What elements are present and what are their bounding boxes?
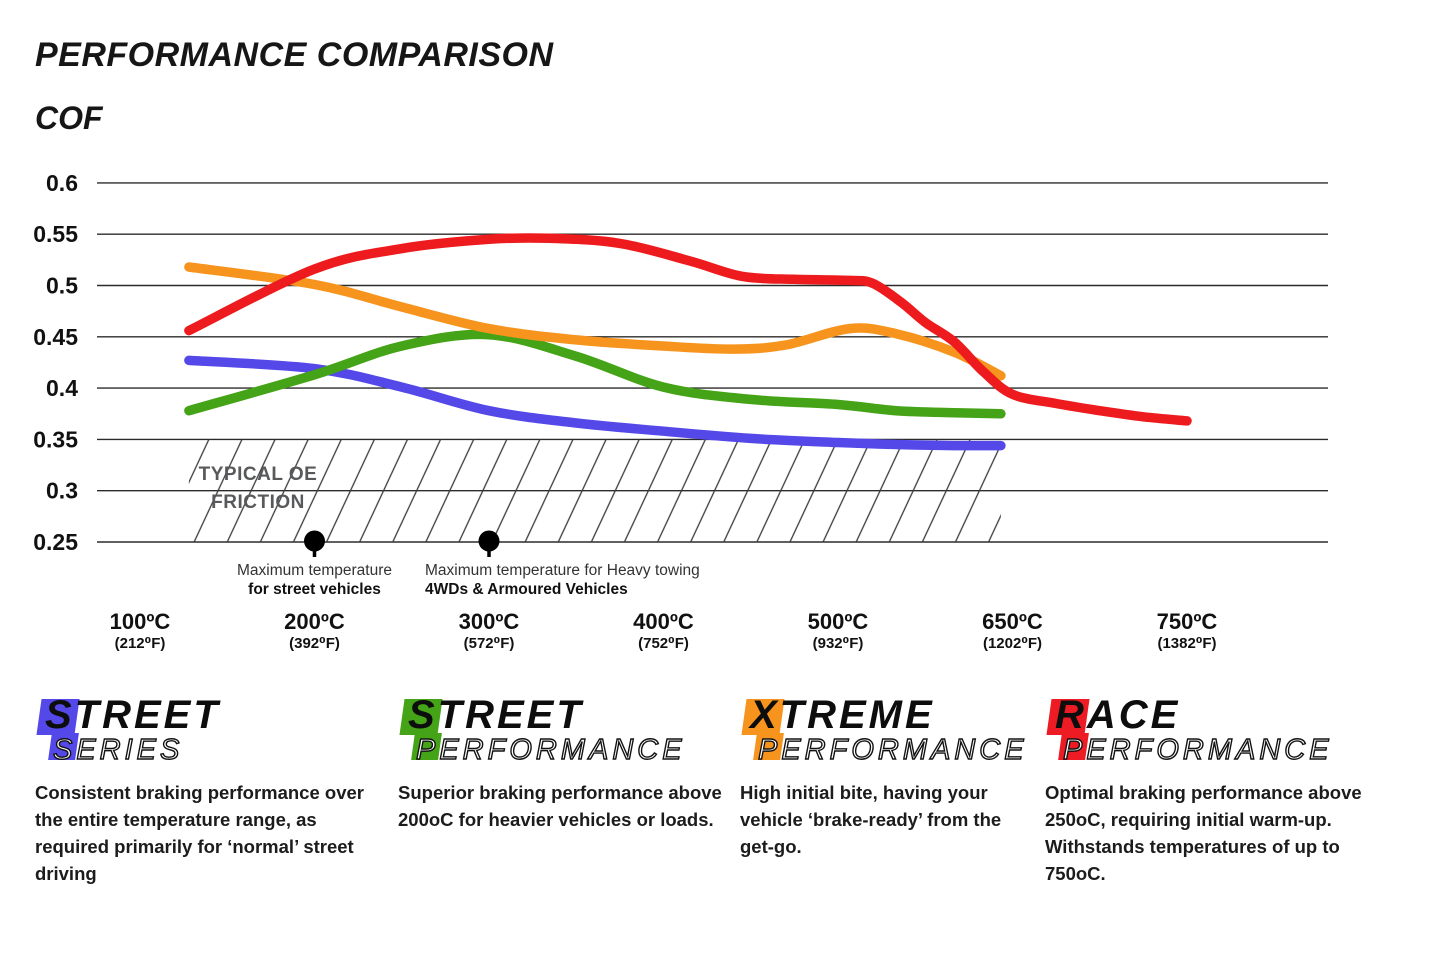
y-tick-label: 0.4	[46, 375, 78, 401]
oe-friction-zone: TYPICAL OE FRICTION	[188, 439, 1001, 542]
legend-street-series: STREET SERIES Consistent braking perform…	[35, 693, 370, 887]
x-tick-celsius: 400ºC	[633, 609, 694, 634]
series-street-performance	[184, 329, 1006, 419]
logo-word1: RACE	[1055, 693, 1181, 737]
series-street-series	[184, 355, 1006, 451]
x-tick-celsius: 200ºC	[284, 609, 345, 634]
logo-word2: PERFORMANCE	[415, 733, 686, 766]
y-tick-label: 0.3	[46, 478, 78, 504]
y-tick-label: 0.35	[33, 426, 78, 452]
y-axis-title: COF	[35, 100, 103, 136]
x-tick-fahrenheit: (572⁰F)	[464, 635, 515, 652]
x-tick-celsius: 750ºC	[1157, 609, 1218, 634]
street-series-logo: STREET SERIES	[35, 693, 370, 767]
x-tick-fahrenheit: (1202⁰F)	[983, 635, 1042, 652]
marker-label: 4WDs & Armoured Vehicles	[425, 581, 628, 598]
x-tick-fahrenheit: (932⁰F)	[813, 635, 864, 652]
marker-label: Maximum temperature for Heavy towing	[425, 562, 700, 579]
marker-layer: Maximum temperature for street vehicles Ma…	[237, 530, 700, 598]
page-title: PERFORMANCE COMPARISON	[35, 36, 554, 74]
xtreme-performance-logo: XTREME PERFORMANCE	[740, 693, 1028, 767]
x-axis-layer: 100ºC(212⁰F) 200ºC(392⁰F) 300ºC(572⁰F) 400º…	[110, 609, 1218, 652]
race-performance-logo: RACE PERFORMANCE	[1045, 693, 1380, 767]
series-race-performance	[184, 233, 1192, 426]
marker-dot-icon	[478, 530, 500, 552]
logo-word2: PERFORMANCE	[757, 733, 1028, 766]
marker-dot-icon	[304, 530, 325, 552]
logo-word2: SERIES	[52, 733, 184, 766]
legend-description: Consistent braking performance over the …	[35, 782, 364, 884]
oe-friction-label: FRICTION	[211, 492, 305, 513]
oe-friction-hatch	[188, 439, 1001, 542]
x-tick-fahrenheit: (212⁰F)	[115, 635, 166, 652]
x-tick-celsius: 500ºC	[808, 609, 869, 634]
legend-row: STREET SERIES Consistent braking perform…	[0, 693, 1445, 957]
legend-description: High initial bite, having your vehicle ‘…	[740, 782, 1002, 857]
legend-street-performance: STREET PERFORMANCE Superior braking perf…	[398, 693, 748, 833]
x-tick-fahrenheit: (392⁰F)	[289, 635, 340, 652]
oe-friction-label: TYPICAL OE	[199, 464, 318, 485]
legend-description: Optimal braking performance above 250oC,…	[1045, 782, 1362, 884]
legend-race-performance: RACE PERFORMANCE Optimal braking perform…	[1045, 693, 1380, 887]
x-tick-celsius: 100ºC	[110, 609, 171, 634]
y-tick-label: 0.45	[33, 324, 78, 350]
legend-description: Superior braking performance above 200oC…	[398, 782, 722, 830]
logo-word1: STREET	[408, 693, 584, 737]
y-tick-label: 0.55	[33, 221, 78, 247]
x-tick-fahrenheit: (1382⁰F)	[1157, 635, 1216, 652]
y-tick-label: 0.6	[46, 170, 78, 196]
series-xtreme-performance	[184, 262, 1006, 381]
legend-xtreme-performance: XTREME PERFORMANCE High initial bite, ha…	[740, 693, 1028, 860]
x-tick-celsius: 300ºC	[459, 609, 520, 634]
logo-word1: STREET	[45, 693, 221, 737]
street-performance-logo: STREET PERFORMANCE	[398, 693, 748, 767]
x-tick-celsius: 650ºC	[982, 609, 1043, 634]
logo-word2: PERFORMANCE	[1062, 733, 1333, 766]
marker-label: for street vehicles	[248, 581, 381, 598]
marker-label: Maximum temperature	[237, 562, 392, 579]
logo-word1: XTREME	[750, 693, 935, 737]
performance-chart: 0.6 0.55 0.5 0.45 0.4 0.35 0.3 0.25 TYPICAL OE F…	[33, 170, 1328, 652]
x-tick-fahrenheit: (752⁰F)	[638, 635, 689, 652]
y-tick-label: 0.5	[46, 273, 78, 299]
y-tick-label: 0.25	[33, 529, 78, 555]
series-layer	[184, 233, 1192, 451]
